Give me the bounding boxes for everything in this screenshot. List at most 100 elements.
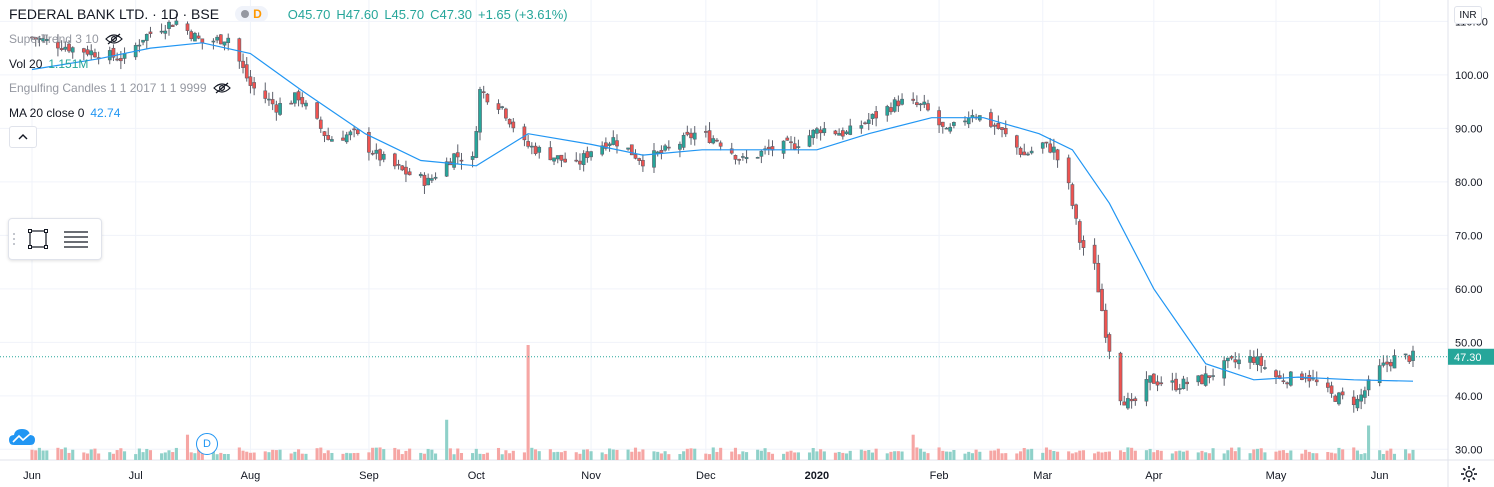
volume-bar xyxy=(793,452,797,460)
x-tick-label: 2020 xyxy=(805,470,829,482)
volume-bar xyxy=(1222,453,1226,460)
candle-body xyxy=(729,148,734,154)
candle-body xyxy=(718,142,723,147)
volume-bar xyxy=(785,451,789,460)
indicator-engulfing[interactable]: Engulfing Candles 1 1 2017 1 1 9999 xyxy=(9,81,231,95)
volume-bar xyxy=(60,449,64,460)
cloud-logo-icon[interactable] xyxy=(8,427,36,447)
volume-bar xyxy=(245,451,249,460)
volume-bar xyxy=(756,449,760,460)
volume-bar xyxy=(1315,453,1319,460)
volume-bar xyxy=(1052,451,1056,460)
candle-body xyxy=(170,24,175,27)
ohlc-close: C47.30 xyxy=(430,6,472,22)
eye-off-icon[interactable] xyxy=(104,33,123,45)
candle-body xyxy=(33,37,38,40)
candle-body xyxy=(840,130,845,137)
candle-body xyxy=(652,150,656,168)
market-status-pill[interactable]: D xyxy=(235,6,268,22)
volume-bar xyxy=(641,449,645,460)
volume-bar xyxy=(1122,451,1126,460)
volume-bar xyxy=(1144,450,1148,460)
rectangle-tool-button[interactable] xyxy=(19,219,57,259)
volume-bar xyxy=(1300,453,1304,460)
eye-off-icon[interactable] xyxy=(212,82,231,94)
volume-bar xyxy=(1022,447,1026,460)
x-tick-label: Feb xyxy=(930,470,949,482)
volume-bar xyxy=(452,454,456,460)
candle-body xyxy=(1103,309,1108,338)
volume-bar xyxy=(1000,453,1004,460)
candle-body xyxy=(1251,356,1256,363)
candle-body xyxy=(563,158,567,163)
candle-body xyxy=(844,131,849,135)
indicator-volume[interactable]: Vol 20 1.151M xyxy=(9,57,88,71)
candle-body xyxy=(948,126,953,132)
candle-body xyxy=(426,177,431,186)
volume-bar xyxy=(1152,452,1156,460)
candle-body xyxy=(1174,378,1178,391)
volume-bar xyxy=(274,450,278,460)
candle-body xyxy=(766,146,771,150)
candle-body xyxy=(848,125,853,135)
currency-button[interactable]: INR xyxy=(1454,6,1482,24)
volume-bar xyxy=(456,448,460,460)
candle-body xyxy=(185,23,190,31)
dividend-marker[interactable]: D xyxy=(196,433,218,455)
line-style-button[interactable] xyxy=(57,219,95,259)
candle-body xyxy=(107,50,112,61)
volume-bar xyxy=(1015,453,1019,460)
volume-bar xyxy=(1281,450,1285,460)
volume-bar xyxy=(341,453,345,460)
volume-bar xyxy=(559,452,563,460)
volume-bar xyxy=(656,451,660,460)
volume-bar xyxy=(811,447,815,460)
candle-body xyxy=(70,47,75,53)
candle-body xyxy=(611,137,616,145)
volume-bar xyxy=(937,447,941,460)
candle-body xyxy=(348,131,353,136)
candle-body xyxy=(1081,240,1086,248)
y-tick-label: 50.00 xyxy=(1455,337,1483,349)
candle-body xyxy=(1148,375,1152,383)
candle-body xyxy=(685,131,690,135)
y-tick-label: 80.00 xyxy=(1455,177,1483,189)
candle-body xyxy=(1040,142,1045,149)
volume-bar xyxy=(1233,451,1237,460)
candle-body xyxy=(111,47,116,58)
volume-bar xyxy=(1248,453,1252,460)
candle-body xyxy=(30,36,34,39)
candle-body xyxy=(1029,150,1034,154)
volume-bar xyxy=(952,450,956,460)
volume-bar xyxy=(689,448,693,460)
candle-body xyxy=(215,36,219,41)
x-tick-label: Oct xyxy=(468,470,485,482)
candle-body xyxy=(507,118,512,125)
volume-bar xyxy=(97,453,101,460)
volume-bar xyxy=(900,451,904,460)
volume-bar xyxy=(496,447,501,460)
candle-body xyxy=(678,143,682,150)
candle-body xyxy=(1211,375,1215,377)
candle-body xyxy=(1018,147,1023,155)
floating-drawing-toolbar xyxy=(8,218,102,260)
indicator-ma[interactable]: MA 20 close 0 42.74 xyxy=(9,106,120,120)
volume-bar xyxy=(426,448,430,460)
volume-bar xyxy=(237,447,241,460)
collapse-legend-button[interactable] xyxy=(9,126,37,148)
volume-bar xyxy=(289,453,293,460)
volume-bar xyxy=(434,453,438,460)
volume-bar xyxy=(1311,453,1315,460)
volume-bar xyxy=(1155,450,1160,460)
candle-body xyxy=(578,160,582,165)
volume-bar xyxy=(1030,448,1034,460)
volume-bar xyxy=(678,454,682,460)
candle-body xyxy=(815,128,819,134)
symbol-title[interactable]: FEDERAL BANK LTD. · 1D · BSE xyxy=(9,6,220,22)
indicator-supertrend[interactable]: SuperTrend 3 10 xyxy=(9,32,123,46)
drag-handle[interactable] xyxy=(9,219,19,259)
candle-body xyxy=(430,178,434,181)
gear-icon[interactable] xyxy=(1460,465,1478,483)
candle-body xyxy=(44,39,49,42)
